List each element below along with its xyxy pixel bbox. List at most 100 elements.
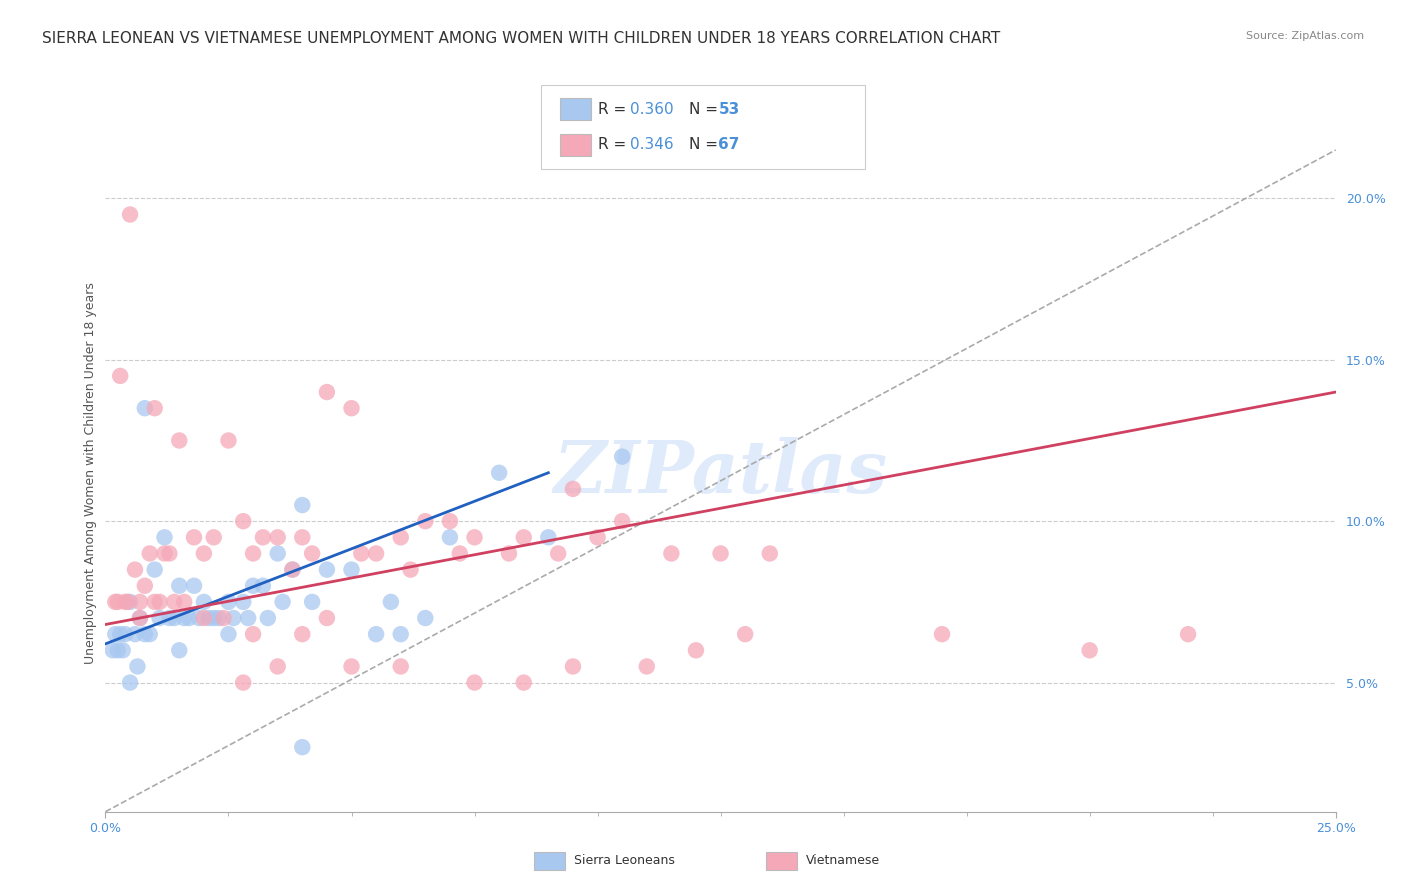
Point [222, 611, 245, 625]
Point [242, 546, 264, 560]
Point [153, 546, 176, 560]
Point [1177, 627, 1199, 641]
Point [169, 579, 191, 593]
Point [439, 514, 461, 528]
Point [139, 546, 162, 560]
Point [498, 546, 520, 560]
Point [389, 530, 412, 544]
Point [193, 611, 215, 625]
Point [267, 659, 290, 673]
Point [193, 595, 215, 609]
Y-axis label: Unemployment Among Women with Children Under 18 years: Unemployment Among Women with Children U… [84, 282, 97, 664]
Point [129, 595, 152, 609]
Point [101, 643, 124, 657]
Point [120, 207, 141, 221]
Point [252, 579, 274, 593]
Point [110, 368, 132, 383]
Text: Source: ZipAtlas.com: Source: ZipAtlas.com [1246, 31, 1364, 41]
Text: R =: R = [598, 102, 631, 117]
Point [636, 659, 658, 673]
Point [315, 611, 337, 625]
Point [159, 611, 181, 625]
Point [120, 675, 141, 690]
Point [612, 514, 634, 528]
Point [350, 546, 373, 560]
Point [232, 595, 254, 609]
Text: 67: 67 [718, 137, 740, 153]
Point [111, 643, 134, 657]
Point [612, 450, 634, 464]
Point [169, 643, 191, 657]
Point [301, 546, 323, 560]
Point [124, 563, 146, 577]
Text: Vietnamese: Vietnamese [806, 855, 880, 867]
Point [188, 611, 211, 625]
Point [124, 627, 146, 641]
Point [340, 401, 363, 416]
Point [267, 546, 290, 560]
Point [110, 627, 132, 641]
Point [449, 546, 471, 560]
Text: 0.360: 0.360 [630, 102, 673, 117]
Point [399, 563, 422, 577]
Point [340, 659, 363, 673]
Point [301, 595, 323, 609]
Point [734, 627, 756, 641]
Point [366, 627, 388, 641]
Point [513, 675, 536, 690]
Point [389, 627, 412, 641]
Point [114, 627, 136, 641]
Text: N =: N = [689, 137, 723, 153]
Point [129, 611, 152, 625]
Point [291, 530, 314, 544]
Point [202, 611, 225, 625]
Point [139, 627, 162, 641]
Point [114, 595, 136, 609]
Point [197, 611, 221, 625]
Text: N =: N = [689, 102, 723, 117]
Point [380, 595, 402, 609]
Text: R =: R = [598, 137, 631, 153]
Point [281, 563, 304, 577]
Point [291, 498, 314, 512]
Point [415, 514, 437, 528]
Point [415, 611, 437, 625]
Point [179, 611, 201, 625]
Text: ZIPatlas: ZIPatlas [554, 437, 887, 508]
Point [389, 659, 412, 673]
Point [242, 627, 264, 641]
Point [710, 546, 733, 560]
Point [232, 514, 254, 528]
Point [537, 530, 560, 544]
Point [127, 659, 149, 673]
Point [252, 530, 274, 544]
Point [271, 595, 294, 609]
Point [202, 530, 225, 544]
Point [931, 627, 953, 641]
Point [513, 530, 536, 544]
Point [212, 611, 235, 625]
Point [236, 611, 260, 625]
Point [149, 611, 172, 625]
Text: 0.346: 0.346 [630, 137, 673, 153]
Point [104, 627, 127, 641]
Point [1078, 643, 1101, 657]
Point [257, 611, 280, 625]
Point [134, 401, 156, 416]
Point [232, 675, 254, 690]
Point [661, 546, 683, 560]
Point [366, 546, 388, 560]
Point [193, 546, 215, 560]
Point [173, 611, 195, 625]
Point [149, 595, 172, 609]
Point [586, 530, 609, 544]
Text: SIERRA LEONEAN VS VIETNAMESE UNEMPLOYMENT AMONG WOMEN WITH CHILDREN UNDER 18 YEA: SIERRA LEONEAN VS VIETNAMESE UNEMPLOYMEN… [42, 31, 1001, 46]
Point [218, 434, 240, 448]
Point [107, 595, 129, 609]
Point [117, 595, 139, 609]
Point [267, 530, 290, 544]
Point [163, 611, 186, 625]
Point [562, 482, 585, 496]
Text: 53: 53 [718, 102, 740, 117]
Point [218, 627, 240, 641]
